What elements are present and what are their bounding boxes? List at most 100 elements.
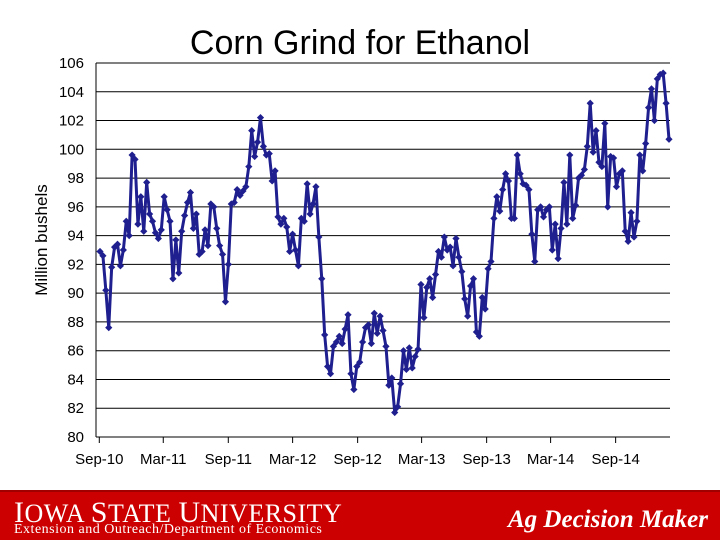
- x-tick-label: Sep-14: [591, 451, 639, 468]
- footer-divider: [0, 490, 720, 492]
- data-point: [291, 246, 300, 254]
- data-point: [537, 203, 545, 211]
- university-logo: IOWA STATE UNIVERSITY: [14, 496, 343, 529]
- data-point: [446, 243, 454, 251]
- data-point: [181, 211, 189, 220]
- data-point: [353, 362, 361, 371]
- data-point: [230, 198, 238, 207]
- data-point: [233, 185, 241, 194]
- data-point: [172, 236, 180, 244]
- data-point: [297, 214, 305, 222]
- y-tick-label: 92: [67, 256, 84, 273]
- data-point: [647, 85, 656, 93]
- department-text: Extension and Outreach/Department of Eco…: [14, 522, 323, 537]
- data-point: [288, 230, 297, 238]
- data-point: [639, 167, 647, 175]
- data-point: [356, 358, 364, 366]
- data-point: [294, 262, 303, 270]
- data-point: [466, 282, 475, 290]
- data-point: [644, 103, 653, 112]
- data-point: [525, 185, 533, 194]
- data-point: [431, 270, 440, 279]
- x-tick-labels: Sep-10 Mar-11 Sep-11 Mar-12 Sep-12 Mar-13 Sep-…: [75, 437, 640, 468]
- y-tick-label: 82: [67, 400, 84, 417]
- y-tick-label: 88: [67, 314, 84, 331]
- data-point: [370, 309, 378, 317]
- data-point: [487, 257, 495, 266]
- data-point: [341, 325, 349, 333]
- data-point: [140, 227, 148, 235]
- data-point: [499, 185, 507, 194]
- data-point: [382, 342, 390, 350]
- data-point: [513, 151, 521, 159]
- data-point: [440, 233, 448, 241]
- data-point: [148, 217, 157, 225]
- data-point: [277, 220, 285, 228]
- data-point: [481, 305, 489, 313]
- data-point: [201, 226, 209, 234]
- data-point: [286, 247, 294, 256]
- data-point: [329, 342, 338, 350]
- data-point: [248, 127, 256, 135]
- data-point: [604, 203, 612, 211]
- footer-banner: IOWA STATE UNIVERSITY Extension and Outr…: [0, 490, 720, 540]
- ag-decision-maker-logo: Ag Decision Maker: [508, 506, 708, 533]
- data-point: [242, 183, 250, 191]
- data-point: [256, 114, 265, 122]
- data-point: [595, 158, 603, 166]
- data-point: [236, 191, 244, 199]
- data-point: [169, 275, 177, 283]
- data-point: [309, 200, 317, 208]
- data-point: [137, 193, 145, 201]
- data-point: [280, 214, 288, 222]
- data-point: [452, 234, 460, 243]
- data-point: [557, 224, 565, 233]
- data-point: [449, 262, 457, 270]
- data-point: [630, 233, 638, 241]
- data-point: [321, 331, 329, 339]
- data-point: [102, 286, 110, 294]
- data-point: [253, 138, 262, 146]
- data-point: [475, 332, 483, 340]
- data-point: [510, 214, 518, 222]
- data-point: [303, 180, 311, 188]
- data-point: [496, 207, 504, 215]
- data-point: [376, 312, 384, 320]
- data-point: [166, 217, 174, 225]
- data-point: [618, 167, 626, 175]
- data-point: [364, 321, 373, 329]
- data-point: [271, 167, 279, 175]
- data-point: [472, 328, 481, 336]
- data-point: [612, 183, 621, 191]
- data-point: [563, 220, 571, 228]
- data-point: [192, 210, 200, 218]
- data-point: [566, 151, 574, 159]
- x-tick-label: Mar-14: [527, 451, 575, 468]
- data-point: [335, 332, 343, 340]
- x-tick-label: Sep-13: [462, 451, 510, 468]
- data-point: [160, 193, 168, 201]
- data-point: [385, 381, 393, 389]
- y-tick-labels: 80 82 84 86 88 90 92 94 96 98 100 102 104 106: [59, 55, 84, 446]
- data-point: [592, 127, 600, 135]
- data-point: [186, 188, 195, 197]
- data-point: [583, 142, 591, 151]
- data-point: [402, 365, 410, 373]
- data-point: [367, 339, 375, 348]
- data-point: [134, 220, 142, 228]
- data-point: [143, 178, 151, 186]
- data-point: [408, 364, 416, 372]
- data-point: [315, 233, 323, 241]
- data-point: [128, 151, 136, 159]
- data-point: [420, 314, 428, 322]
- data-point: [577, 171, 586, 179]
- data-point: [116, 262, 125, 270]
- data-point: [461, 295, 469, 303]
- data-point: [326, 370, 335, 378]
- data-point: [528, 230, 536, 238]
- data-point: [259, 142, 268, 151]
- data-point: [300, 217, 308, 225]
- data-point: [125, 232, 133, 240]
- data-point: [437, 253, 445, 261]
- data-point: [493, 193, 501, 201]
